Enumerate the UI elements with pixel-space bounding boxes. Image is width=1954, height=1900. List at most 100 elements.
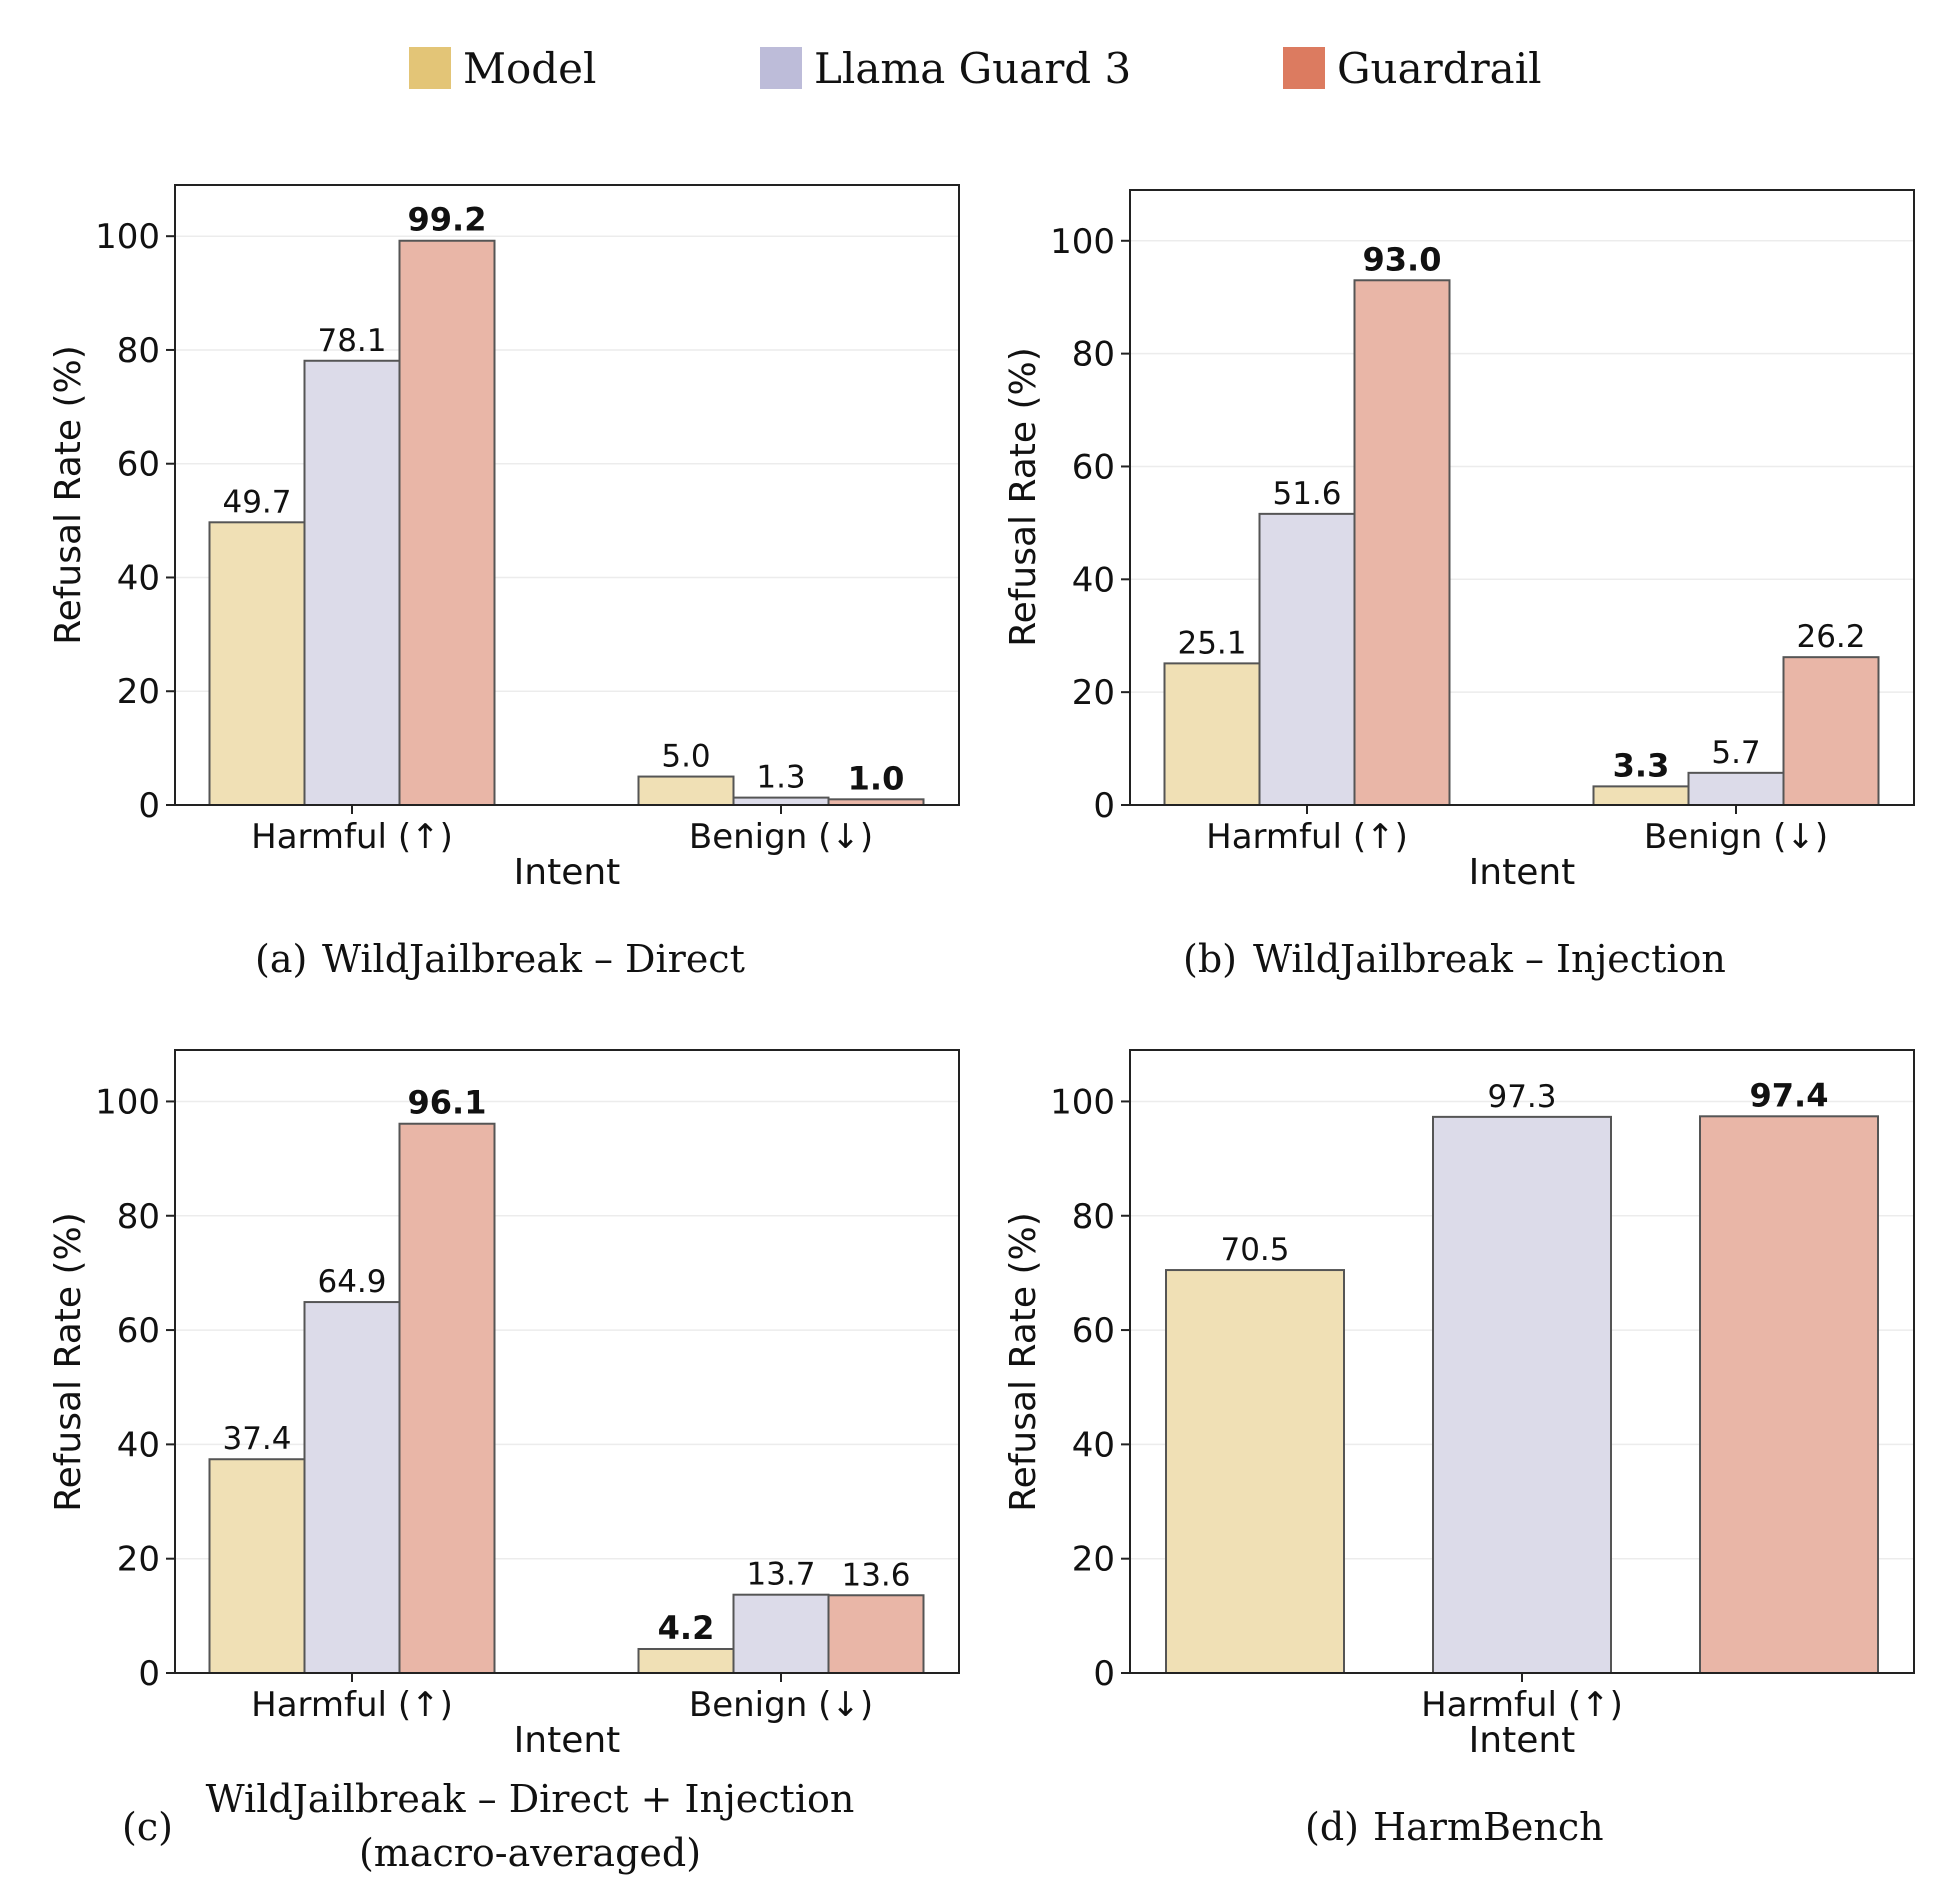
value-label-guardrail-harmful: 99.2 xyxy=(408,201,487,239)
panel-b: 25.1 51.6 93.0 3.3 5.7 26.2 0 20 40 60 80 100 Harm… xyxy=(1003,189,1915,981)
value-label-llama-guard-3-benign: 1.3 xyxy=(756,760,805,796)
value-label-model-harmful: 70.5 xyxy=(1220,1232,1289,1268)
bar-llama-guard-3-harmful xyxy=(1258,512,1356,806)
legend-swatch-llama-guard xyxy=(760,47,802,89)
value-label-model-benign: 5.0 xyxy=(661,739,710,775)
bar-llama-guard-3-benign xyxy=(732,796,830,807)
x-tick-label: Harmful (↑) xyxy=(1206,817,1408,857)
panel-d: 70.5 97.3 97.4 0 20 40 60 80 100 Harmful (↑) Re… xyxy=(1003,1049,1915,1849)
y-axis-label: Refusal Rate (%) xyxy=(1003,347,1044,647)
x-tick-label: Benign (↓) xyxy=(689,1685,873,1725)
y-tick-label: 80 xyxy=(1072,1197,1115,1237)
panel-label: (b) xyxy=(1183,937,1237,981)
y-tick-label: 60 xyxy=(117,1311,160,1351)
bar-guardrail-harmful xyxy=(1353,279,1451,807)
bar-llama-guard-3-harmful xyxy=(303,1301,401,1674)
y-tick-label: 20 xyxy=(1072,673,1115,713)
legend-label-guardrail: Guardrail xyxy=(1337,44,1542,93)
bar-model-harmful xyxy=(208,1458,306,1674)
x-tick-label: Benign (↓) xyxy=(1644,817,1828,857)
x-tick-label: Benign (↓) xyxy=(689,817,873,857)
y-tick-label: 0 xyxy=(1093,786,1115,826)
bar-guardrail-harmful xyxy=(1699,1115,1879,1674)
y-tick-label: 100 xyxy=(95,217,160,257)
panel-caption: WildJailbreak – Direct + Injection xyxy=(206,1777,855,1821)
y-tick-label: 0 xyxy=(1093,1654,1115,1694)
y-tick-label: 40 xyxy=(1072,1425,1115,1465)
legend-label-llama-guard: Llama Guard 3 xyxy=(814,44,1131,93)
value-label-guardrail-benign: 1.0 xyxy=(848,759,905,797)
y-tick-label: 60 xyxy=(1072,1311,1115,1351)
x-axis-label: Intent xyxy=(1469,1720,1576,1761)
y-tick-label: 60 xyxy=(117,445,160,485)
bar-model-harmful xyxy=(1163,662,1261,806)
value-label-guardrail-benign: 26.2 xyxy=(1796,619,1865,655)
plot-frame xyxy=(174,1049,960,1674)
panel-caption: WildJailbreak – Direct xyxy=(322,937,745,981)
panel-label: (d) xyxy=(1305,1805,1359,1849)
value-label-guardrail-harmful: 93.0 xyxy=(1363,240,1442,278)
value-label-model-benign: 3.3 xyxy=(1613,746,1670,784)
y-tick-label: 40 xyxy=(117,558,160,598)
y-tick-label: 100 xyxy=(95,1082,160,1122)
y-tick-label: 20 xyxy=(117,672,160,712)
bar-model-harmful xyxy=(1165,1269,1345,1674)
bar-llama-guard-3-harmful xyxy=(1432,1115,1612,1674)
value-label-model-harmful: 25.1 xyxy=(1177,625,1246,661)
bar-llama-guard-3-harmful xyxy=(303,359,401,806)
value-label-llama-guard-3-harmful: 97.3 xyxy=(1487,1079,1556,1115)
value-label-model-harmful: 49.7 xyxy=(222,484,291,520)
x-tick-label: Harmful (↑) xyxy=(251,1685,453,1725)
panel-c: 37.4 64.9 96.1 4.2 13.7 13.6 0 20 40 60 80 100 Har… xyxy=(48,1049,960,1875)
y-axis-label: Refusal Rate (%) xyxy=(1003,1212,1044,1512)
bar-model-benign xyxy=(637,1647,735,1675)
value-label-llama-guard-3-harmful: 64.9 xyxy=(317,1264,386,1300)
legend-swatch-guardrail xyxy=(1283,47,1325,89)
y-tick-label: 40 xyxy=(117,1425,160,1465)
bar-guardrail-harmful xyxy=(398,1122,496,1674)
plot-frame xyxy=(174,184,960,806)
legend: Model Llama Guard 3 Guardrail xyxy=(409,44,1542,93)
y-tick-label: 100 xyxy=(1050,1082,1115,1122)
value-label-model-harmful: 37.4 xyxy=(222,1421,291,1457)
panel-caption-line2: (macro-averaged) xyxy=(359,1831,701,1875)
y-axis-label: Refusal Rate (%) xyxy=(48,1212,89,1512)
y-tick-label: 20 xyxy=(117,1540,160,1580)
bar-llama-guard-3-benign xyxy=(1687,771,1785,807)
x-tick-label: Harmful (↑) xyxy=(1421,1685,1623,1725)
value-label-guardrail-harmful: 96.1 xyxy=(408,1084,487,1122)
value-label-llama-guard-3-harmful: 78.1 xyxy=(317,323,386,359)
x-tick-label: Harmful (↑) xyxy=(251,817,453,857)
value-label-model-benign: 4.2 xyxy=(658,1609,715,1647)
bar-model-benign xyxy=(637,775,735,806)
x-axis-label: Intent xyxy=(514,1720,621,1761)
panel-caption: HarmBench xyxy=(1373,1805,1604,1849)
value-label-guardrail-harmful: 97.4 xyxy=(1750,1076,1829,1114)
y-tick-label: 20 xyxy=(1072,1540,1115,1580)
legend-label-model: Model xyxy=(463,44,596,93)
y-tick-label: 0 xyxy=(138,1654,160,1694)
plot-frame xyxy=(1129,189,1915,806)
y-tick-label: 80 xyxy=(117,1197,160,1237)
x-axis-label: Intent xyxy=(1469,852,1576,893)
value-label-llama-guard-3-benign: 5.7 xyxy=(1711,735,1760,771)
panel-caption: WildJailbreak – Injection xyxy=(1253,937,1726,981)
panel-label: (a) xyxy=(255,937,307,981)
bar-guardrail-harmful xyxy=(398,239,496,807)
value-label-guardrail-benign: 13.6 xyxy=(841,1557,910,1593)
panel-label: (c) xyxy=(122,1805,173,1849)
panel-a: 49.7 78.1 99.2 5.0 1.3 1.0 0 20 40 60 80 100 Harmf… xyxy=(48,184,960,981)
bar-model-harmful xyxy=(208,521,306,806)
bar-model-benign xyxy=(1592,785,1690,807)
bar-guardrail-benign xyxy=(1782,656,1880,806)
y-axis-label: Refusal Rate (%) xyxy=(48,345,89,645)
bar-guardrail-benign xyxy=(827,1594,925,1675)
y-tick-label: 80 xyxy=(1072,335,1115,375)
y-tick-label: 80 xyxy=(117,331,160,371)
y-tick-label: 40 xyxy=(1072,560,1115,600)
y-tick-label: 100 xyxy=(1050,222,1115,262)
bar-llama-guard-3-benign xyxy=(732,1593,830,1674)
x-axis-label: Intent xyxy=(514,852,621,893)
y-tick-label: 60 xyxy=(1072,447,1115,487)
